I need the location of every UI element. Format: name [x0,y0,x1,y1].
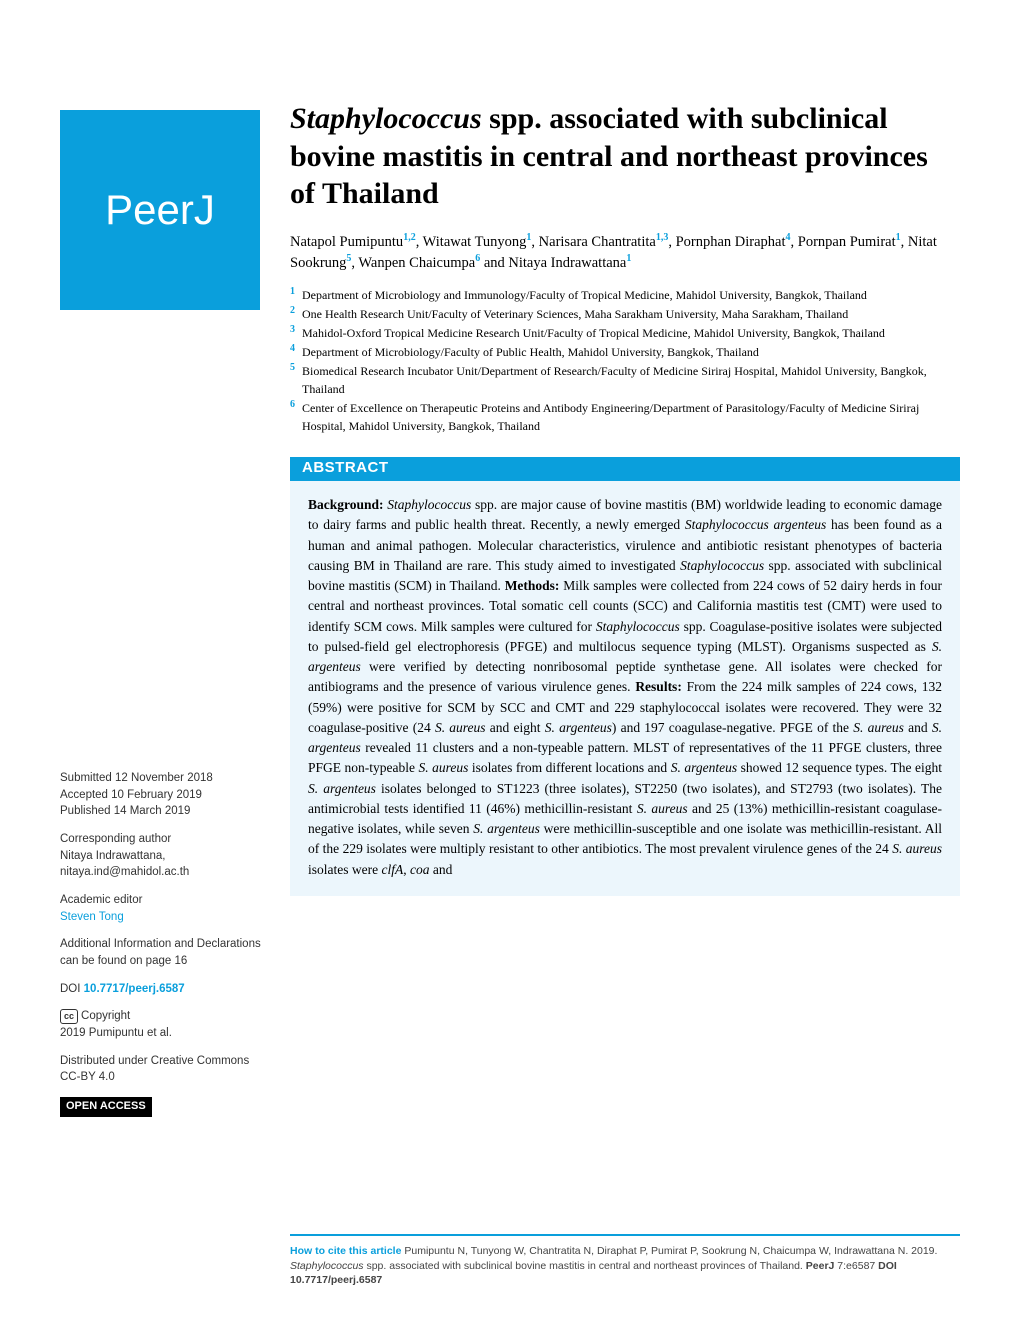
journal-logo: PeerJ [60,110,260,310]
copyright-text: 2019 Pumipuntu et al. [60,1027,172,1039]
published-date: Published 14 March 2019 [60,803,270,820]
submitted-date: Submitted 12 November 2018 [60,770,270,787]
corresponding-name: Nitaya Indrawattana, [60,848,270,865]
doi-block: DOI 10.7717/peerj.6587 [60,981,270,998]
article-title: Staphylococcus spp. associated with subc… [290,100,960,213]
affiliation-row: 6Center of Excellence on Therapeutic Pro… [290,399,960,435]
copyright-label: Copyright [81,1010,130,1022]
affiliations: 1Department of Microbiology and Immunolo… [290,286,960,435]
corresponding-label: Corresponding author [60,831,270,848]
license-block: Distributed under Creative Commons CC-BY… [60,1053,270,1086]
abstract-box: ABSTRACT Background: Staphylococcus spp.… [290,457,960,896]
citation-lead: How to cite this article [290,1245,401,1257]
editor-block: Academic editor Steven Tong [60,892,270,925]
open-access-badge: OPEN ACCESS [60,1097,152,1117]
open-access-block: OPEN ACCESS [60,1097,270,1117]
cc-icon: cc [60,1009,78,1024]
doi-link[interactable]: 10.7717/peerj.6587 [84,983,185,995]
dates-block: Submitted 12 November 2018 Accepted 10 F… [60,770,270,820]
affiliation-row: 1Department of Microbiology and Immunolo… [290,286,960,304]
copyright-block: ccCopyright 2019 Pumipuntu et al. [60,1008,270,1041]
affiliation-row: 3Mahidol-Oxford Tropical Medicine Resear… [290,324,960,342]
affiliation-row: 5Biomedical Research Incubator Unit/Depa… [290,362,960,398]
logo-text: PeerJ [105,186,215,234]
corresponding-block: Corresponding author Nitaya Indrawattana… [60,831,270,881]
affiliation-row: 4Department of Microbiology/Faculty of P… [290,343,960,361]
title-italic: Staphylococcus [290,102,482,135]
abstract-label: ABSTRACT [302,459,389,476]
additional-info: Additional Information and Declarations … [60,936,270,969]
editor-label: Academic editor [60,892,270,909]
abstract-text: Background: Staphylococcus spp. are majo… [308,495,942,880]
authors: Natapol Pumipuntu1,2, Witawat Tunyong1, … [290,231,960,275]
citation-footer: How to cite this article Pumipuntu N, Tu… [290,1234,960,1288]
corresponding-email[interactable]: nitaya.ind@mahidol.ac.th [60,864,270,881]
accepted-date: Accepted 10 February 2019 [60,787,270,804]
doi-label: DOI [60,983,80,995]
main-column: Staphylococcus spp. associated with subc… [290,100,960,896]
editor-name[interactable]: Steven Tong [60,911,124,923]
article-meta-sidebar: Submitted 12 November 2018 Accepted 10 F… [60,770,270,1128]
affiliation-row: 2One Health Research Unit/Faculty of Vet… [290,305,960,323]
